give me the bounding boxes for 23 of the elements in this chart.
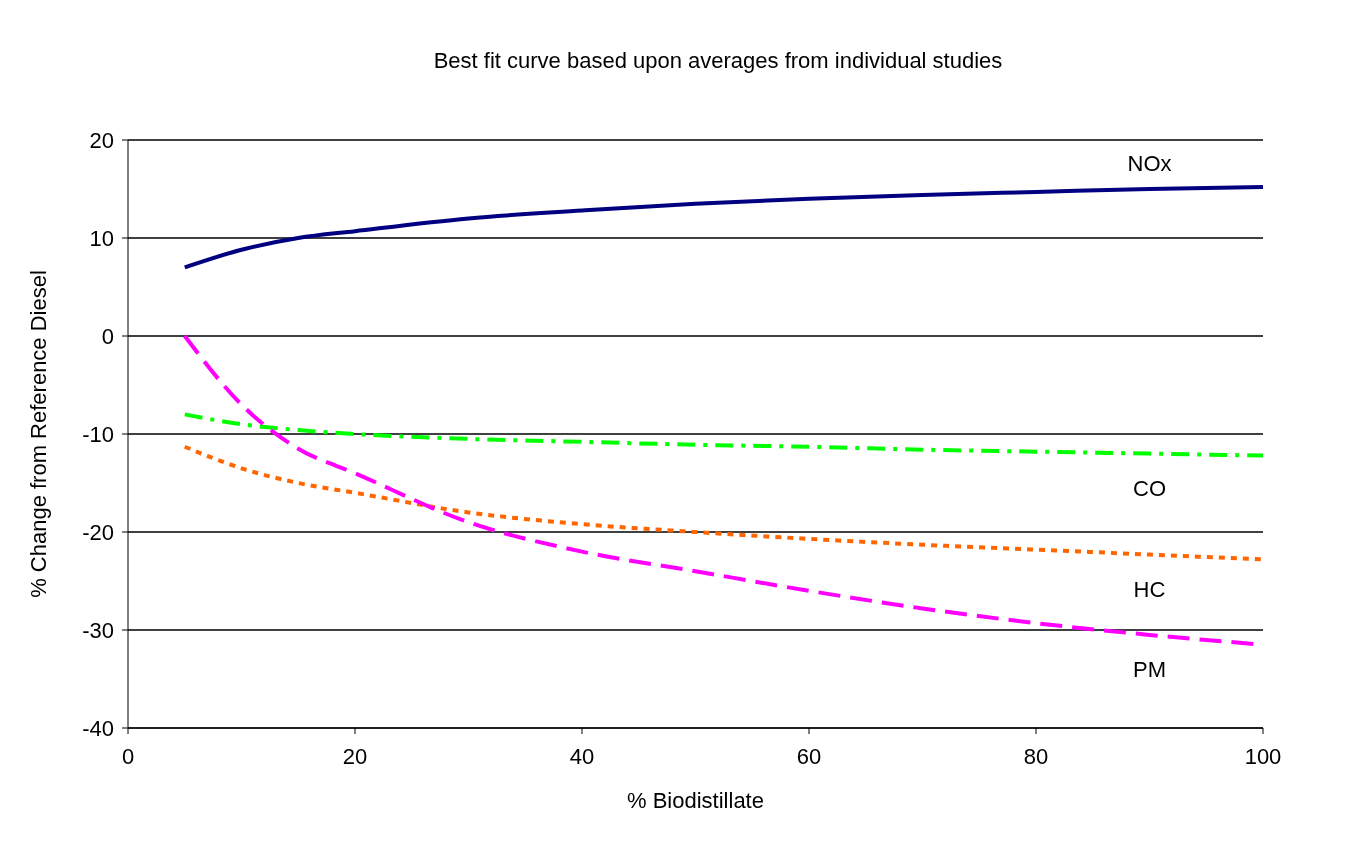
- y-tick-label: 0: [101, 323, 114, 349]
- x-tick-label: 80: [1023, 743, 1049, 769]
- y-tick-label: -40: [82, 715, 114, 741]
- x-tick-label: 60: [796, 743, 822, 769]
- y-axis-title: % Change from Reference Diesel: [25, 270, 51, 598]
- series-label: PM: [1133, 656, 1166, 682]
- x-tick-label: 20: [342, 743, 368, 769]
- y-tick-label: -30: [82, 617, 114, 643]
- line-series: [182, 444, 1263, 562]
- series-label: CO: [1133, 475, 1166, 501]
- series-label: NOx: [1127, 151, 1172, 176]
- chart-title: Best fit curve based upon averages from individual studies: [432, 48, 1004, 74]
- line-series: [182, 185, 1263, 270]
- y-tick-label: 10: [89, 225, 114, 251]
- x-tick-label: 100: [1244, 743, 1282, 769]
- line-series: [182, 412, 1263, 458]
- y-tick-label: 20: [89, 127, 114, 153]
- y-tick-label: -20: [82, 519, 114, 545]
- x-tick-label: 0: [121, 743, 135, 769]
- x-axis-title: % Biodistillate: [627, 788, 764, 813]
- x-tick-label: 40: [569, 743, 595, 769]
- y-tick-label: -10: [82, 421, 114, 447]
- series-label: HC: [1133, 576, 1166, 602]
